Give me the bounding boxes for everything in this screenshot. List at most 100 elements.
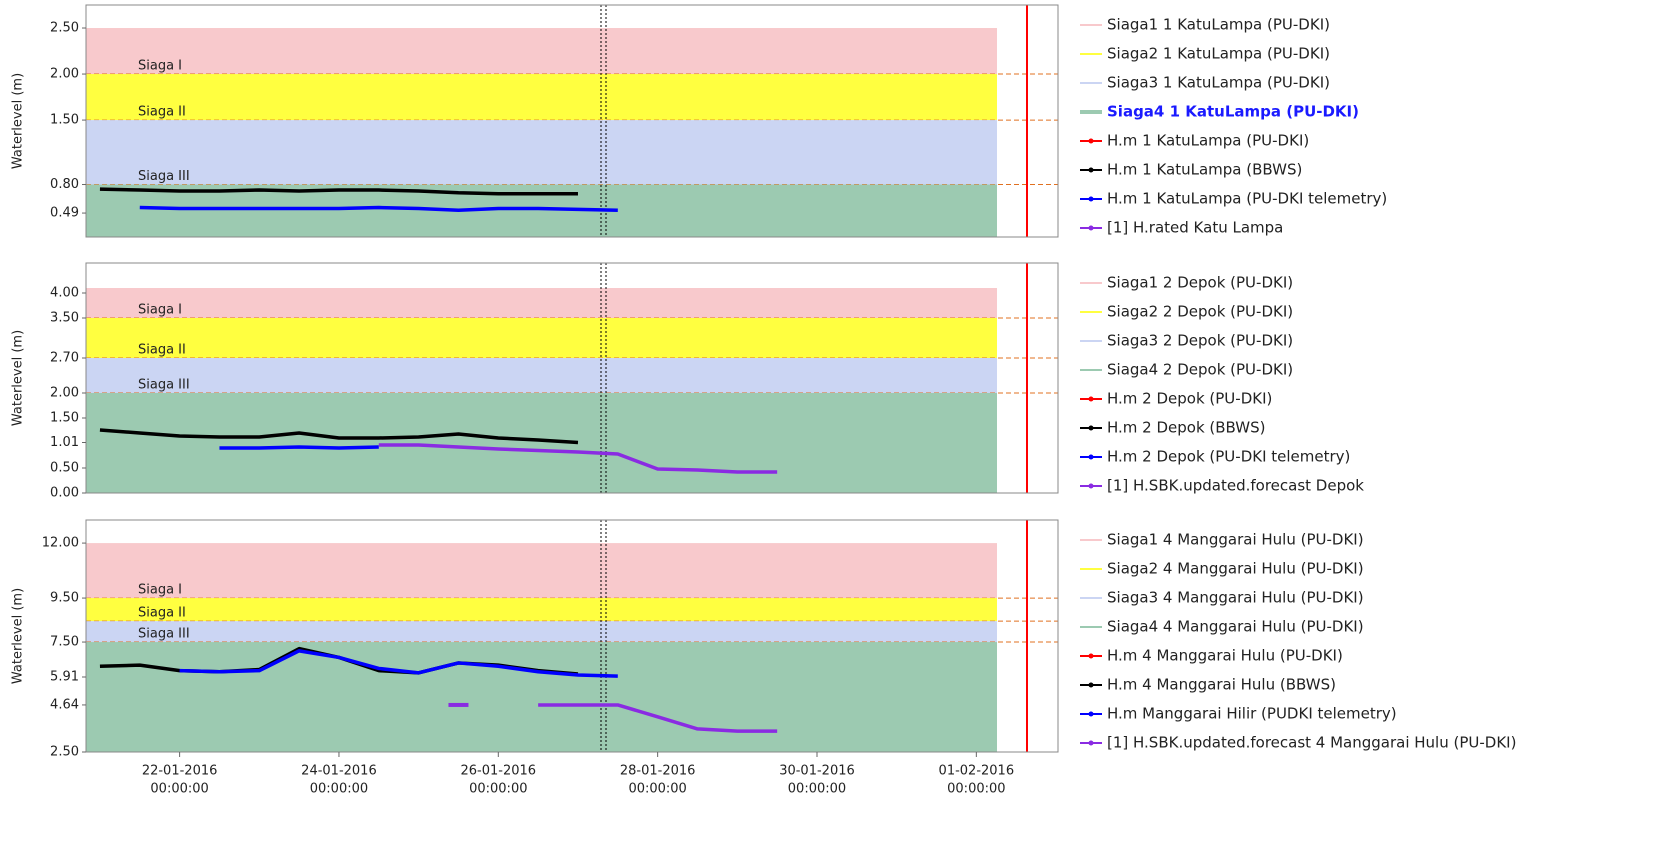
band-label: Siaga I — [138, 59, 182, 74]
band-label: Siaga III — [138, 378, 190, 393]
legend-label: [1] H.SBK.updated.forecast Depok — [1107, 477, 1364, 495]
alert-band — [86, 358, 997, 393]
legend-swatch — [1088, 711, 1094, 717]
legend-label: Siaga2 2 Depok (PU-DKI) — [1107, 303, 1293, 321]
alert-band — [86, 642, 997, 752]
band-label: Siaga II — [138, 105, 186, 120]
x-tick-label: 22-01-2016 — [142, 764, 218, 779]
legend-label: H.m 2 Depok (PU-DKI telemetry) — [1107, 448, 1350, 466]
x-tick-label: 00:00:00 — [788, 782, 846, 797]
legend-swatch — [1088, 425, 1094, 431]
legend-swatch — [1088, 454, 1094, 460]
x-tick-label: 00:00:00 — [150, 782, 208, 797]
series-line — [219, 445, 379, 450]
legend-label: H.m 4 Manggarai Hulu (BBWS) — [1107, 676, 1336, 694]
legend-label: H.m 1 KatuLampa (PU-DKI telemetry) — [1107, 190, 1387, 208]
legend-label: Siaga2 1 KatuLampa (PU-DKI) — [1107, 45, 1330, 63]
legend-label: H.m 1 KatuLampa (PU-DKI) — [1107, 132, 1309, 150]
y-axis-title: Waterlevel (m) — [11, 330, 26, 426]
y-tick-label: 0.80 — [50, 177, 79, 192]
legend-swatch — [1088, 740, 1094, 746]
band-label: Siaga III — [138, 627, 190, 642]
plot-frame — [85, 519, 1059, 753]
legend-label: H.m 2 Depok (PU-DKI) — [1107, 390, 1272, 408]
legend-label: H.m 1 KatuLampa (BBWS) — [1107, 161, 1302, 179]
y-tick-label: 5.91 — [50, 670, 79, 685]
x-tick-label: 00:00:00 — [469, 782, 527, 797]
legend-swatch — [1088, 225, 1094, 231]
alert-band — [86, 318, 997, 358]
legend-swatch — [1088, 483, 1094, 489]
y-tick-label: 9.50 — [50, 591, 79, 606]
legend-label: [1] H.rated Katu Lampa — [1107, 219, 1283, 237]
y-tick-label: 4.00 — [50, 286, 79, 301]
y-tick-label: 12.00 — [42, 536, 79, 551]
x-tick-label: 00:00:00 — [628, 782, 686, 797]
legend-label: Siaga1 4 Manggarai Hulu (PU-DKI) — [1107, 531, 1364, 549]
alert-band — [86, 74, 997, 121]
x-tick-label: 01-02-2016 — [939, 764, 1015, 779]
y-axis-title: Waterlevel (m) — [11, 73, 26, 169]
y-tick-label: 1.01 — [50, 435, 79, 450]
x-tick-label: 30-01-2016 — [779, 764, 855, 779]
band-label: Siaga I — [138, 583, 182, 598]
x-tick-label: 28-01-2016 — [620, 764, 696, 779]
legend-swatch — [1088, 196, 1094, 202]
legend-label: Siaga1 1 KatuLampa (PU-DKI) — [1107, 16, 1330, 34]
y-tick-label: 2.00 — [50, 67, 79, 82]
alert-band — [86, 543, 997, 599]
plot-frame — [85, 4, 1059, 238]
series-line — [378, 443, 778, 474]
legend-swatch — [1088, 167, 1094, 173]
alert-band — [86, 28, 997, 75]
legend-label: Siaga3 1 KatuLampa (PU-DKI) — [1107, 74, 1330, 92]
legend-swatch — [1088, 653, 1094, 659]
y-tick-label: 3.50 — [50, 311, 79, 326]
y-tick-label: 0.50 — [50, 461, 79, 476]
legend-label: [1] H.SBK.updated.forecast 4 Manggarai H… — [1107, 734, 1516, 752]
legend-label: Siaga4 2 Depok (PU-DKI) — [1107, 361, 1293, 379]
legend-label: H.m 2 Depok (BBWS) — [1107, 419, 1266, 437]
series-line — [179, 649, 618, 678]
band-label: Siaga I — [138, 303, 182, 318]
y-tick-label: 1.50 — [50, 411, 79, 426]
band-label: Siaga III — [138, 169, 190, 184]
y-tick-label: 4.64 — [50, 697, 79, 712]
y-tick-label: 2.50 — [50, 745, 79, 760]
y-tick-label: 2.50 — [50, 21, 79, 36]
series-line — [538, 703, 778, 733]
y-tick-label: 1.50 — [50, 113, 79, 128]
series-line — [99, 428, 579, 445]
x-tick-label: 00:00:00 — [310, 782, 368, 797]
plot-frame — [85, 262, 1059, 494]
x-tick-label: 26-01-2016 — [461, 764, 537, 779]
band-label: Siaga II — [138, 343, 186, 358]
y-tick-label: 0.49 — [50, 206, 79, 221]
series-point — [448, 702, 469, 707]
series-line — [99, 187, 578, 196]
legend-label: H.m 4 Manggarai Hulu (PU-DKI) — [1107, 647, 1343, 665]
legend-label: Siaga2 4 Manggarai Hulu (PU-DKI) — [1107, 560, 1364, 578]
x-tick-label: 24-01-2016 — [301, 764, 377, 779]
legend-label: Siaga4 1 KatuLampa (PU-DKI) — [1107, 103, 1359, 121]
y-tick-label: 0.00 — [50, 486, 79, 501]
band-label: Siaga II — [138, 606, 186, 621]
y-axis-title: Waterlevel (m) — [11, 588, 26, 684]
legend-label: H.m Manggarai Hilir (PUDKI telemetry) — [1107, 705, 1397, 723]
legend-label: Siaga3 2 Depok (PU-DKI) — [1107, 332, 1293, 350]
legend-swatch — [1088, 682, 1094, 688]
legend-label: Siaga3 4 Manggarai Hulu (PU-DKI) — [1107, 589, 1364, 607]
series-line — [139, 205, 618, 213]
legend-swatch — [1088, 396, 1094, 402]
legend-swatch — [1088, 138, 1094, 144]
y-tick-label: 7.50 — [50, 635, 79, 650]
alert-band — [86, 621, 997, 643]
x-tick-label: 00:00:00 — [947, 782, 1005, 797]
y-tick-label: 2.70 — [50, 351, 79, 366]
legend-label: Siaga1 2 Depok (PU-DKI) — [1107, 274, 1293, 292]
alert-band — [86, 288, 997, 318]
legend-label: Siaga4 4 Manggarai Hulu (PU-DKI) — [1107, 618, 1364, 636]
alert-band — [86, 598, 997, 622]
alert-band — [86, 120, 997, 185]
